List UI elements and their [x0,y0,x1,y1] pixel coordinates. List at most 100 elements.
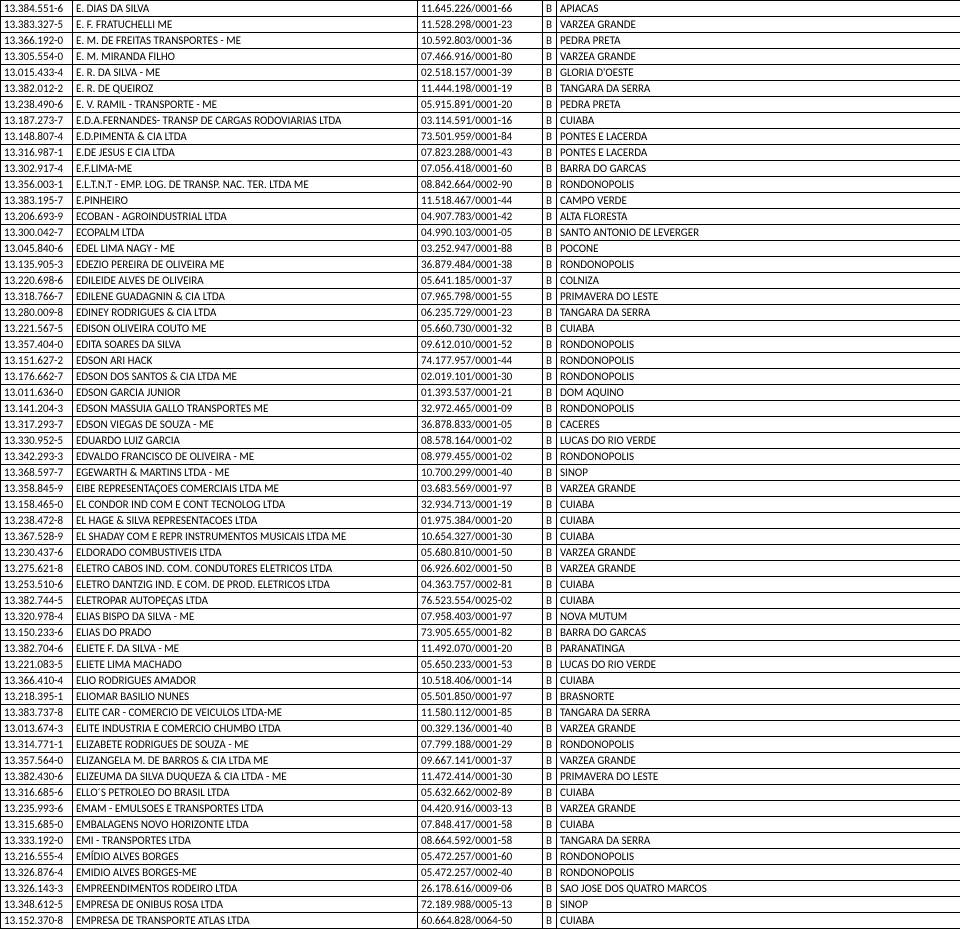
cell-flag: B [543,545,557,561]
cell-cnpj: 08.664.592/0001-58 [418,833,543,849]
cell-cnpj: 05.680.810/0001-50 [418,545,543,561]
cell-cnpj: 32.972.465/0001-09 [418,401,543,417]
cell-city: APIACAS [557,1,960,17]
cell-city: CUIABA [557,577,960,593]
cell-company-name: EDISON OLIVEIRA COUTO ME [73,321,418,337]
cell-cnpj: 10.654.327/0001-30 [418,529,543,545]
cell-company-name: E.D.A.FERNANDES- TRANSP DE CARGAS RODOVI… [73,113,418,129]
cell-city: RONDONOPOLIS [557,337,960,353]
cell-cnpj: 05.915.891/0001-20 [418,97,543,113]
cell-flag: B [543,625,557,641]
cell-flag: B [543,641,557,657]
cell-company-name: ELITE CAR - COMERCIO DE VEICULOS LTDA-ME [73,705,418,721]
cell-flag: B [543,737,557,753]
cell-cnpj: 73.905.655/0001-82 [418,625,543,641]
cell-cnpj: 05.650.233/0001-53 [418,657,543,673]
cell-flag: B [543,257,557,273]
cell-city: CUIABA [557,673,960,689]
table-row: 13.238.490-6E. V. RAMIL - TRANSPORTE - M… [1,97,960,113]
cell-id: 13.366.410-4 [1,673,73,689]
cell-cnpj: 01.975.384/0001-20 [418,513,543,529]
cell-city: POCONE [557,241,960,257]
cell-city: CUIABA [557,497,960,513]
cell-flag: B [543,721,557,737]
cell-id: 13.368.597-7 [1,465,73,481]
cell-city: CUIABA [557,593,960,609]
cell-city: CUIABA [557,817,960,833]
cell-id: 13.216.555-4 [1,849,73,865]
cell-id: 13.176.662-7 [1,369,73,385]
cell-city: VARZEA GRANDE [557,561,960,577]
table-row: 13.238.472-8EL HAGE & SILVA REPRESENTACO… [1,513,960,529]
cell-cnpj: 08.979.455/0001-02 [418,449,543,465]
cell-city: TANGARA DA SERRA [557,833,960,849]
cell-company-name: EDINEY RODRIGUES & CIA LTDA [73,305,418,321]
cell-id: 13.151.627-2 [1,353,73,369]
cell-city: ALTA FLORESTA [557,209,960,225]
cell-id: 13.158.465-0 [1,497,73,513]
cell-company-name: ELIAS BISPO DA SILVA - ME [73,609,418,625]
cell-cnpj: 06.926.602/0001-50 [418,561,543,577]
table-row: 13.151.627-2EDSON ARI HACK74.177.957/000… [1,353,960,369]
cell-city: VARZEA GRANDE [557,721,960,737]
cell-cnpj: 32.934.713/0001-19 [418,497,543,513]
cell-company-name: EDSON MASSUIA GALLO TRANSPORTES ME [73,401,418,417]
table-row: 13.383.195-7E.PINHEIRO11.518.467/0001-44… [1,193,960,209]
cell-company-name: EDILENE GUADAGNIN & CIA LTDA [73,289,418,305]
table-row: 13.326.143-3EMPREENDIMENTOS RODEIRO LTDA… [1,881,960,897]
cell-id: 13.357.404-0 [1,337,73,353]
cell-id: 13.317.293-7 [1,417,73,433]
cell-flag: B [543,65,557,81]
cell-flag: B [543,33,557,49]
cell-company-name: ELETROPAR AUTOPEÇAS LTDA [73,593,418,609]
cell-cnpj: 07.466.916/0001-80 [418,49,543,65]
cell-id: 13.150.233-6 [1,625,73,641]
cell-company-name: E.D.PIMENTA & CIA LTDA [73,129,418,145]
cell-id: 13.383.195-7 [1,193,73,209]
cell-cnpj: 07.958.403/0001-97 [418,609,543,625]
cell-flag: B [543,785,557,801]
cell-company-name: E.PINHEIRO [73,193,418,209]
cell-id: 13.300.042-7 [1,225,73,241]
cell-cnpj: 74.177.957/0001-44 [418,353,543,369]
cell-city: CUIABA [557,529,960,545]
cell-flag: B [543,241,557,257]
cell-flag: B [543,97,557,113]
cell-cnpj: 36.879.484/0001-38 [418,257,543,273]
cell-flag: B [543,113,557,129]
cell-flag: B [543,369,557,385]
table-row: 13.315.685-0EMBALAGENS NOVO HORIZONTE LT… [1,817,960,833]
cell-cnpj: 72.189.988/0005-13 [418,897,543,913]
cell-flag: B [543,673,557,689]
cell-company-name: ELETRO DANTZIG IND. E COM. DE PROD. ELET… [73,577,418,593]
cell-company-name: E. DIAS DA SILVA [73,1,418,17]
cell-id: 13.384.551-6 [1,1,73,17]
cell-company-name: EDUARDO LUIZ GARCIA [73,433,418,449]
cell-flag: B [543,865,557,881]
table-row: 13.384.551-6E. DIAS DA SILVA11.645.226/0… [1,1,960,17]
cell-id: 13.318.766-7 [1,289,73,305]
table-row: 13.302.917-4E.F.LIMA-ME07.056.418/0001-6… [1,161,960,177]
cell-cnpj: 04.907.783/0001-42 [418,209,543,225]
cell-cnpj: 08.842.664/0002-90 [418,177,543,193]
cell-flag: B [543,801,557,817]
cell-flag: B [543,433,557,449]
cell-company-name: ELETRO CABOS IND. COM. CONDUTORES ELETRI… [73,561,418,577]
cell-city: RONDONOPOLIS [557,849,960,865]
cell-company-name: ELDORADO COMBUSTIVEIS LTDA [73,545,418,561]
cell-id: 13.187.273-7 [1,113,73,129]
cell-flag: B [543,497,557,513]
cell-id: 13.366.192-0 [1,33,73,49]
cell-id: 13.348.612-5 [1,897,73,913]
cell-city: BRASNORTE [557,689,960,705]
cell-city: RONDONOPOLIS [557,737,960,753]
cell-id: 13.316.987-1 [1,145,73,161]
cell-city: COLNIZA [557,273,960,289]
cell-id: 13.382.430-6 [1,769,73,785]
cell-city: PONTES E LACERDA [557,129,960,145]
cell-flag: B [543,193,557,209]
cell-flag: B [543,385,557,401]
cell-flag: B [543,817,557,833]
cell-id: 13.358.845-9 [1,481,73,497]
cell-id: 13.220.698-6 [1,273,73,289]
